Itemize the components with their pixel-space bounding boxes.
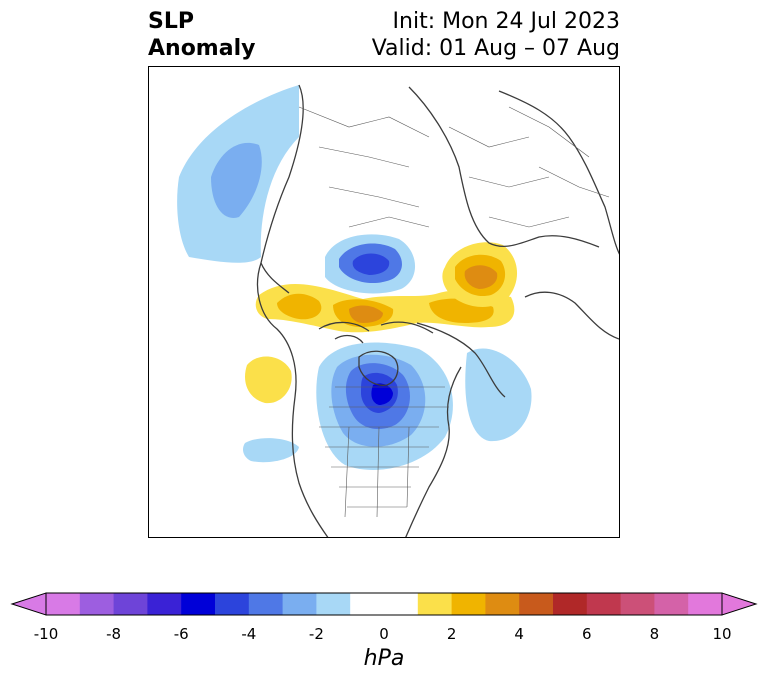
coast-arctic-islands — [318, 321, 434, 344]
pos-band-middle-l4 — [349, 305, 383, 323]
borders-eurasia — [298, 106, 610, 228]
colorbar-tick-label: 6 — [582, 625, 592, 643]
colorbar-cell — [79, 593, 115, 615]
colorbar-units: hPa — [363, 646, 405, 671]
colorbar-tick-label: 0 — [379, 625, 389, 643]
colorbar-cell — [654, 593, 689, 615]
colorbar — [10, 592, 758, 616]
anomaly-fields — [177, 85, 532, 470]
colorbar-extend-right-arrow — [721, 592, 758, 616]
colorbar-tick-label: -6 — [173, 625, 189, 643]
colorbar-outline — [45, 592, 723, 616]
colorbar-cell — [350, 593, 385, 615]
colorbar-cell — [417, 593, 453, 615]
colorbar-cell — [553, 593, 588, 615]
political-borders — [298, 106, 610, 518]
colorbar-cell — [147, 593, 182, 615]
colorbar-extend-left-arrow — [10, 592, 47, 616]
colorbar-cell — [586, 593, 622, 615]
colorbar-cell — [384, 593, 419, 615]
coast-north-america-west — [256, 262, 329, 537]
colorbar-cell — [282, 593, 317, 615]
colorbar-tick-label: 10 — [712, 625, 732, 643]
neg-center-upper-l3 — [352, 253, 390, 275]
colorbar-cell — [46, 593, 81, 615]
colorbar-tick-label: -8 — [106, 625, 122, 643]
coastlines — [256, 84, 619, 537]
colorbar-cell — [248, 593, 284, 615]
variable-name: SLP — [148, 9, 194, 34]
colorbar-cells — [46, 593, 723, 615]
coast-siberia — [524, 291, 619, 340]
colorbar-tick-label: 8 — [649, 625, 660, 643]
colorbar-cell — [451, 593, 486, 615]
coast-alaska — [416, 322, 506, 398]
coast-greenland — [260, 84, 304, 294]
colorbar-tick-label: -2 — [308, 625, 324, 643]
borders-north-america — [319, 386, 449, 518]
pos-center-upper-right-l3 — [464, 265, 498, 289]
colorbar-tick-labels: -10 -8 -6 -4 -2 0 2 4 6 8 10 — [0, 625, 768, 645]
valid-range: Valid: 01 Aug – 07 Aug — [371, 36, 620, 61]
chart-title-left: SLP Anomaly — [148, 8, 255, 62]
colorbar-cell — [113, 593, 148, 615]
colorbar-tick-label: 2 — [446, 625, 457, 643]
variable-subname: Anomaly — [148, 36, 256, 61]
neg-field-atlantic — [465, 348, 532, 442]
colorbar-tick-label: -10 — [33, 625, 59, 643]
colorbar-tick-label: 4 — [514, 625, 524, 643]
colorbar-tick-label: -4 — [241, 625, 257, 643]
colorbar-cell — [688, 593, 723, 615]
coast-hudson-bay — [358, 350, 399, 386]
colorbar-cell — [519, 593, 554, 615]
map-panel — [148, 66, 620, 538]
init-date: Init: Mon 24 Jul 2023 — [392, 9, 620, 34]
neg-center-lower-l5 — [371, 383, 393, 405]
colorbar-cell — [215, 593, 250, 615]
anomaly-map — [177, 84, 619, 537]
colorbar-cell — [181, 593, 216, 615]
pos-band-middle-l2 — [277, 293, 322, 320]
colorbar-cell — [485, 593, 520, 615]
pos-center-lower-left — [245, 356, 292, 404]
coast-europe — [408, 86, 600, 248]
coast-north-america-east — [405, 366, 462, 537]
coast-asia-north — [498, 90, 619, 255]
neg-field-lower-left — [243, 438, 299, 463]
neg-field-pacific-core — [211, 142, 262, 218]
colorbar-cell — [620, 593, 655, 615]
chart-title-right: Init: Mon 24 Jul 2023 Valid: 01 Aug – 07… — [372, 8, 620, 62]
colorbar-cell — [316, 593, 351, 615]
